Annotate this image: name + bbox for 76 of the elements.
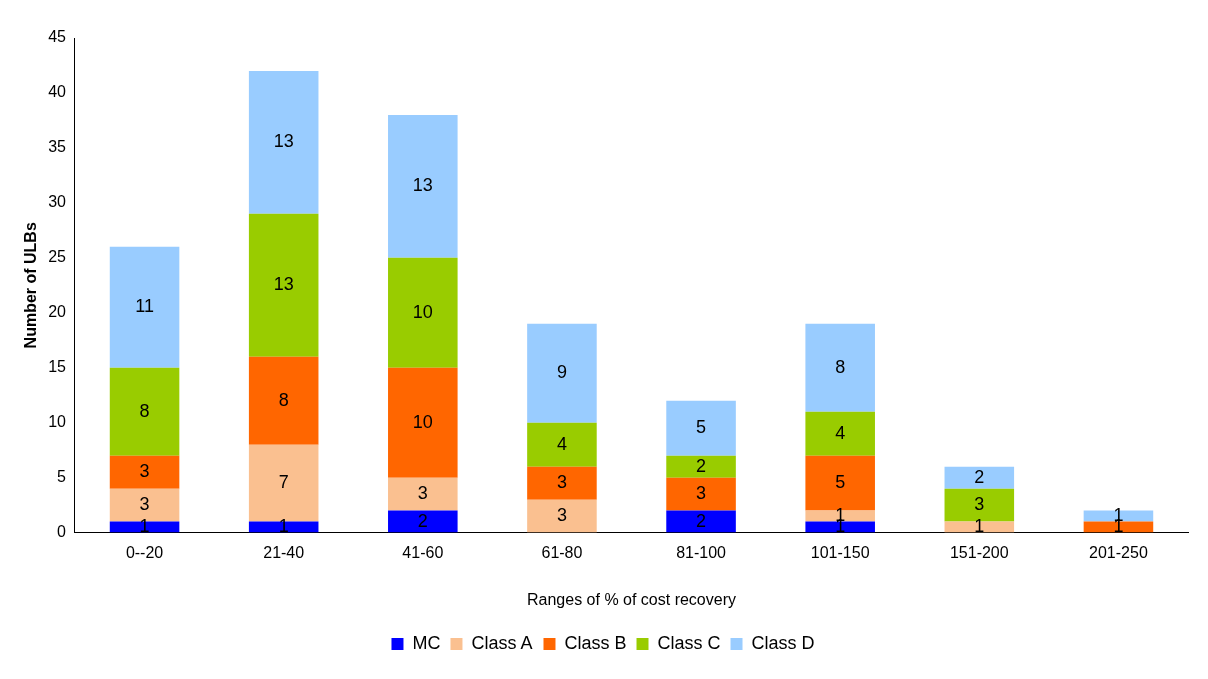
data-label: 1 — [278, 516, 289, 537]
legend-label: MC — [412, 632, 441, 653]
data-label: 10 — [412, 301, 433, 322]
data-label: 2 — [417, 510, 428, 531]
data-label: 5 — [835, 472, 846, 493]
data-label: 3 — [417, 483, 428, 504]
data-label: 3 — [556, 472, 567, 493]
data-label: 2 — [696, 455, 707, 476]
x-tick-label: 21-40 — [263, 543, 305, 561]
data-label: 3 — [139, 494, 150, 515]
bar — [388, 114, 458, 258]
bar — [388, 510, 458, 533]
y-tick-label: 35 — [48, 138, 67, 156]
y-tick-label: 0 — [57, 523, 67, 541]
legend-label: Class B — [564, 632, 627, 653]
data-label: 13 — [273, 274, 294, 295]
y-tick-label: 15 — [48, 358, 67, 376]
bar — [666, 455, 736, 478]
x-tick-label: 81-100 — [676, 543, 727, 561]
bar — [388, 257, 458, 368]
y-tick-label: 30 — [48, 193, 67, 211]
data-label: 5 — [696, 417, 707, 438]
y-tick-label: 40 — [48, 83, 67, 101]
data-label: 8 — [139, 400, 150, 421]
data-label: 7 — [278, 472, 289, 493]
x-tick-label: 41-60 — [402, 543, 444, 561]
data-label: 2 — [696, 510, 707, 531]
x-axis-title: Ranges of % of cost recovery — [527, 590, 736, 608]
data-label: 8 — [835, 356, 846, 377]
bar — [109, 455, 180, 489]
bar — [944, 466, 1015, 489]
bar — [248, 356, 319, 445]
data-label: 1 — [139, 516, 150, 537]
bar — [666, 477, 736, 511]
data-label: 11 — [135, 296, 154, 317]
bar — [248, 213, 319, 357]
x-tick-label: 151-200 — [949, 543, 1009, 561]
legend-label: Class C — [657, 632, 721, 653]
y-tick-label: 45 — [48, 28, 67, 46]
bar — [388, 477, 458, 511]
data-label: 10 — [412, 411, 433, 432]
bar — [109, 246, 180, 368]
y-tick-label: 10 — [48, 413, 67, 431]
bar — [527, 422, 597, 467]
x-tick-label: 61-80 — [541, 543, 583, 561]
data-label: 13 — [412, 175, 433, 196]
bar — [805, 323, 875, 412]
data-label: 13 — [273, 131, 294, 152]
data-label: 1 — [974, 516, 985, 537]
data-label: 9 — [556, 362, 567, 383]
data-label: 3 — [556, 505, 567, 526]
bar — [527, 466, 597, 500]
bar — [805, 411, 875, 456]
legend-label: Class D — [751, 632, 815, 653]
bar — [666, 400, 736, 456]
x-tick-label: 0--20 — [125, 543, 164, 561]
data-label: 4 — [835, 422, 846, 443]
data-label: 4 — [556, 433, 567, 454]
data-label: 2 — [974, 466, 985, 487]
x-tick-label: 101-150 — [810, 543, 870, 561]
x-tick-label: 201-250 — [1089, 543, 1148, 561]
bar — [527, 499, 597, 533]
data-label: 8 — [278, 389, 289, 410]
data-label: 3 — [696, 483, 707, 504]
bar — [109, 367, 180, 456]
legend-label: Class A — [471, 632, 533, 653]
bar — [388, 367, 458, 478]
bar — [666, 510, 736, 533]
y-tick-label: 20 — [48, 303, 67, 321]
y-tick-label: 25 — [48, 248, 67, 266]
data-label: 3 — [974, 494, 985, 515]
data-label: 3 — [139, 461, 150, 482]
y-axis-title: Number of ULBs — [22, 222, 40, 349]
bar — [527, 323, 597, 423]
bar — [248, 70, 319, 214]
y-tick-label: 5 — [57, 468, 67, 486]
